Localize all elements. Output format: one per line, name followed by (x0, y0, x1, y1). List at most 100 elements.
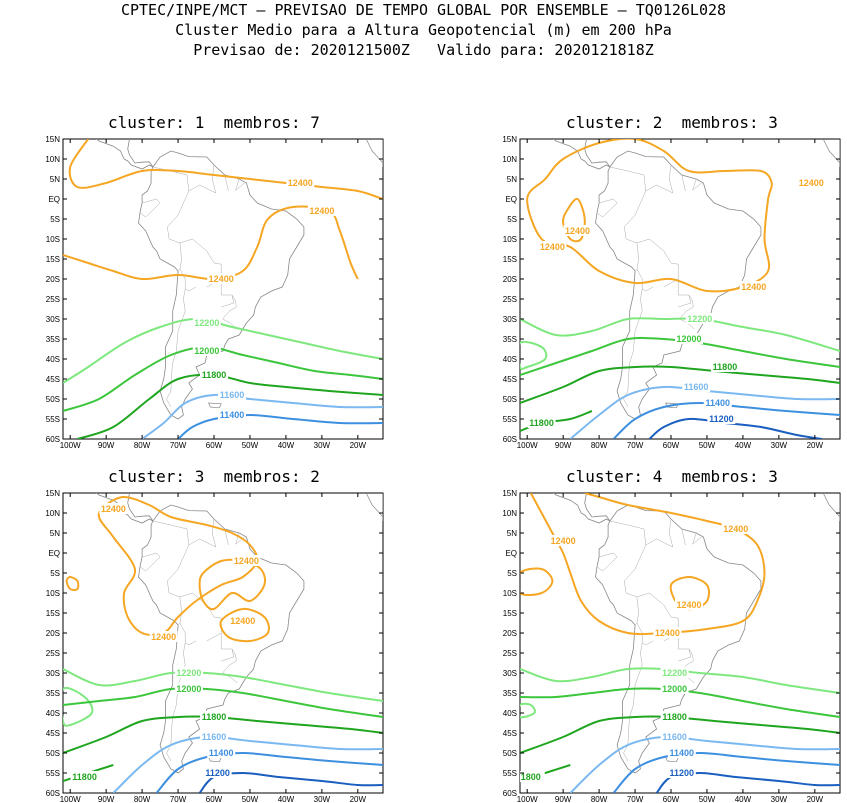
contour-label: 11800 (72, 772, 97, 782)
lon-tick-label: 40W (735, 795, 752, 803)
contour-label-bg (70, 771, 99, 782)
lat-tick-label: 15S (46, 609, 60, 618)
contour-label: 12400 (151, 632, 176, 642)
lon-tick-label: 80W (591, 441, 608, 450)
contour-label-bg (217, 389, 246, 400)
contour-label-bg (217, 409, 246, 420)
lat-tick-label: 45S (46, 729, 60, 738)
contour-label-bg (203, 767, 232, 778)
contour-line (63, 668, 383, 702)
lon-tick-label: 60W (663, 795, 680, 803)
contour-label: 12000 (176, 684, 201, 694)
lat-tick-label: 5S (50, 215, 60, 224)
lat-tick-label: 55S (46, 769, 60, 778)
lat-tick-label: 55S (503, 769, 517, 778)
lon-tick-label: 80W (134, 441, 151, 450)
contour-label-bg (149, 631, 178, 642)
contour-label: 1800 (521, 772, 541, 782)
contour-label: 12400 (551, 536, 576, 546)
contour-label: 11600 (220, 390, 245, 400)
contour-label-bg (307, 205, 336, 216)
lat-tick-label: 45S (503, 729, 517, 738)
contour-label: 11400 (209, 748, 234, 758)
contour-label-bg (192, 345, 221, 356)
contour-label: 12200 (176, 668, 201, 678)
lon-tick-label: 30W (771, 795, 788, 803)
lon-tick-label: 90W (555, 795, 572, 803)
header-line-3: Previsao de: 2020121500Z Valido para: 20… (193, 41, 654, 59)
map-frame (62, 492, 384, 794)
lat-tick-label: 30S (46, 315, 60, 324)
lon-tick-label: 70W (170, 795, 187, 803)
contour-label: 12400 (230, 616, 255, 626)
lat-tick-label: 35S (503, 689, 517, 698)
panel-title-2: cluster: 2 membros: 3 (566, 113, 778, 132)
coastline-layer: 12400 12400 12400 12200 12000 11800 11600 11400 (63, 139, 383, 439)
lon-tick-label: 60W (206, 795, 223, 803)
contour-label-bg (721, 523, 750, 534)
contour-label-bg (710, 361, 739, 372)
lon-tick-label: 100W (517, 795, 538, 803)
contour-label-bg (667, 767, 696, 778)
contour-label: 11200 (670, 768, 695, 778)
lat-tick-label: 15S (503, 609, 517, 618)
contour-label: 11600 (202, 732, 227, 742)
lat-tick-label: 25S (46, 295, 60, 304)
lat-tick-label: 10N (502, 509, 517, 518)
coastline-layer: 12400 12400 12400 12400 12200 12000 11800 11600… (63, 493, 383, 793)
contour-label-bg (232, 555, 261, 566)
lon-tick-label: 50W (242, 795, 259, 803)
contour-line (520, 336, 840, 376)
contour-label: 11800 (202, 370, 227, 380)
contour-label-bg (549, 535, 578, 546)
lat-tick-label: 15S (503, 255, 517, 264)
lat-tick-label: 5S (507, 215, 517, 224)
contour-line (177, 413, 383, 439)
contour-label: 12200 (662, 668, 687, 678)
lon-tick-label: 60W (206, 441, 223, 450)
contour-label: 12400 (234, 556, 259, 566)
lat-tick-label: 5S (50, 569, 60, 578)
lon-tick-label: 40W (278, 795, 295, 803)
contour-label-bg (674, 333, 703, 344)
lat-tick-label: EQ (505, 549, 517, 558)
contour-line (526, 139, 773, 293)
lat-tick-label: 10N (45, 509, 60, 518)
contour-label-bg (660, 683, 689, 694)
contour-label-bg (660, 667, 689, 678)
panel-title-3: cluster: 3 membros: 2 (108, 467, 320, 486)
lat-tick-label: 40S (503, 709, 517, 718)
contour-label-bg (797, 177, 826, 188)
lat-tick-label: 10S (503, 589, 517, 598)
contour-label-bg (174, 683, 203, 694)
lat-tick-label: 15N (45, 489, 60, 498)
lat-tick-label: 20S (46, 275, 60, 284)
lat-tick-label: 5N (507, 529, 517, 538)
lon-tick-label: 40W (278, 441, 295, 450)
lon-tick-label: 30W (314, 441, 331, 450)
contour-label: 12400 (309, 206, 334, 216)
contour-label: 12400 (799, 178, 824, 188)
contour-label: 12400 (723, 524, 748, 534)
contour-line (612, 751, 840, 793)
contour-label-bg (682, 381, 711, 392)
contour-label: 12400 (676, 600, 701, 610)
lon-tick-label: 20W (350, 795, 367, 803)
contour-label: 11800 (202, 712, 227, 722)
contour-line (612, 401, 840, 439)
lon-tick-label: 90W (98, 795, 115, 803)
contour-label-bg (286, 177, 315, 188)
contour-label: 11800 (662, 712, 687, 722)
panel-title-4: cluster: 4 membros: 3 (566, 467, 778, 486)
contour-label-bg (200, 711, 229, 722)
lat-tick-label: 50S (503, 395, 517, 404)
lat-tick-label: 10N (502, 155, 517, 164)
contour-label: 11800 (713, 362, 738, 372)
lat-tick-label: 30S (503, 669, 517, 678)
contour-layer (63, 495, 383, 793)
contour-label: 12400 (565, 226, 590, 236)
lon-tick-label: 30W (314, 795, 331, 803)
lat-tick-label: 5N (507, 175, 517, 184)
lon-tick-label: 50W (699, 441, 716, 450)
